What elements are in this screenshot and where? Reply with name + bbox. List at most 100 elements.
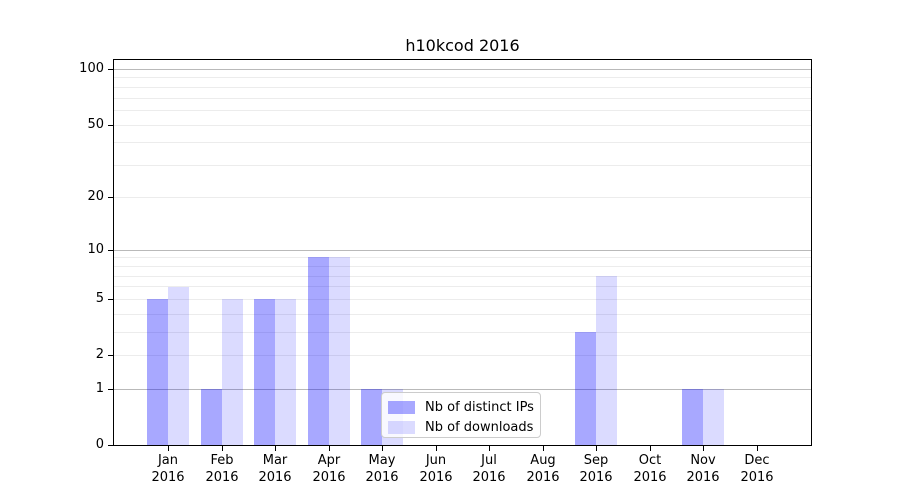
x-tick-label: Oct 2016 [623,452,677,486]
y-gridline-major [114,250,811,251]
x-tick-label: May 2016 [355,452,409,486]
bar-downloads [168,286,189,445]
x-tick-label-month: Mar [262,453,288,468]
legend-label-downloads: Nb of downloads [425,420,534,435]
x-tick-label-month: Aug [530,453,556,468]
bar-downloads [221,299,243,445]
x-tick-mark [596,446,597,451]
x-tick-label: Dec 2016 [730,452,784,486]
x-tick-label-year: 2016 [686,470,720,485]
x-tick-label-year: 2016 [579,470,613,485]
x-tick-label: Nov 2016 [676,452,730,486]
y-gridline-minor [114,142,811,143]
x-tick-mark [382,446,383,451]
y-gridline-minor [114,125,811,126]
y-gridline-minor [114,299,811,300]
x-tick-mark [489,446,490,451]
x-tick-label: Apr 2016 [302,452,356,486]
y-gridline-minor [114,355,811,356]
bar-distinct-ips [200,388,222,445]
y-gridline-minor [114,266,811,267]
bar-distinct-ips [361,388,382,445]
x-tick-label-month: Sep [583,453,609,468]
x-tick-label-year: 2016 [472,470,506,485]
legend: Nb of distinct IPs Nb of downloads [381,392,541,438]
bar-downloads [275,299,296,445]
x-tick-label: Mar 2016 [248,452,302,486]
bar-distinct-ips [254,299,275,445]
y-tick-label: 1 [95,381,104,396]
y-tick-label: 10 [87,242,104,257]
y-tick-label: 0 [95,437,104,452]
y-tick-mark [108,69,113,70]
y-gridline-minor [114,276,811,277]
x-tick-label-month: Dec [744,453,770,468]
bar-distinct-ips [307,257,329,445]
x-tick-label: Jan 2016 [141,452,195,486]
x-tick-label: Aug 2016 [516,452,570,486]
y-gridline-minor [114,257,811,258]
y-tick-mark [108,250,113,251]
y-tick-mark [108,389,113,390]
x-tick-label: Feb 2016 [195,452,249,486]
x-tick-label-year: 2016 [365,470,399,485]
x-tick-mark [703,446,704,451]
legend-swatch-downloads [388,421,415,434]
x-tick-mark [757,446,758,451]
legend-entry-downloads: Nb of downloads [388,418,534,437]
x-tick-mark [543,446,544,451]
y-tick-mark [108,299,113,300]
x-tick-label-year: 2016 [633,470,667,485]
x-tick-label-month: Apr [317,453,341,468]
y-gridline-minor [114,197,811,198]
y-gridline-minor [114,286,811,287]
bar-downloads [596,275,617,445]
x-tick-mark [650,446,651,451]
bar-distinct-ips [682,388,703,445]
y-gridline-minor [114,110,811,111]
x-tick-mark [168,446,169,451]
y-tick-mark [108,355,113,356]
x-tick-label-month: Nov [690,453,716,468]
bar-downloads [328,257,350,445]
x-tick-label: Sep 2016 [569,452,623,486]
y-gridline-major [114,69,811,70]
y-tick-mark [108,445,113,446]
legend-label-distinct-ips: Nb of distinct IPs [425,400,534,415]
x-tick-label-month: May [368,453,396,468]
y-gridline-major [114,389,811,390]
x-tick-mark [329,446,330,451]
x-tick-label-year: 2016 [151,470,185,485]
chart-title: h10kcod 2016 [405,36,520,55]
x-tick-label-year: 2016 [526,470,560,485]
x-tick-mark [275,446,276,451]
bar-distinct-ips [575,332,596,445]
y-gridline-minor [114,165,811,166]
x-tick-label-year: 2016 [258,470,292,485]
legend-swatch-distinct-ips [388,401,415,414]
y-gridline-minor [114,314,811,315]
y-tick-label: 5 [95,291,104,306]
x-tick-label-month: Oct [638,453,662,468]
y-tick-label: 50 [87,117,104,132]
y-gridline-minor [114,98,811,99]
y-tick-mark [108,125,113,126]
x-tick-label: Jul 2016 [462,452,516,486]
legend-entry-distinct-ips: Nb of distinct IPs [388,398,534,417]
x-tick-label-month: Jan [157,453,179,468]
x-tick-label-year: 2016 [419,470,453,485]
bar-distinct-ips [147,299,168,445]
x-tick-label-month: Jun [425,453,447,468]
plot-area [113,59,812,446]
x-tick-label: Jun 2016 [409,452,463,486]
y-tick-label: 20 [87,189,104,204]
x-tick-mark [222,446,223,451]
y-tick-label: 100 [79,61,104,76]
y-tick-mark [108,197,113,198]
y-gridline-minor [114,332,811,333]
x-tick-label-year: 2016 [205,470,239,485]
x-tick-label-month: Feb [210,453,234,468]
x-tick-mark [436,446,437,451]
x-tick-label-year: 2016 [740,470,774,485]
